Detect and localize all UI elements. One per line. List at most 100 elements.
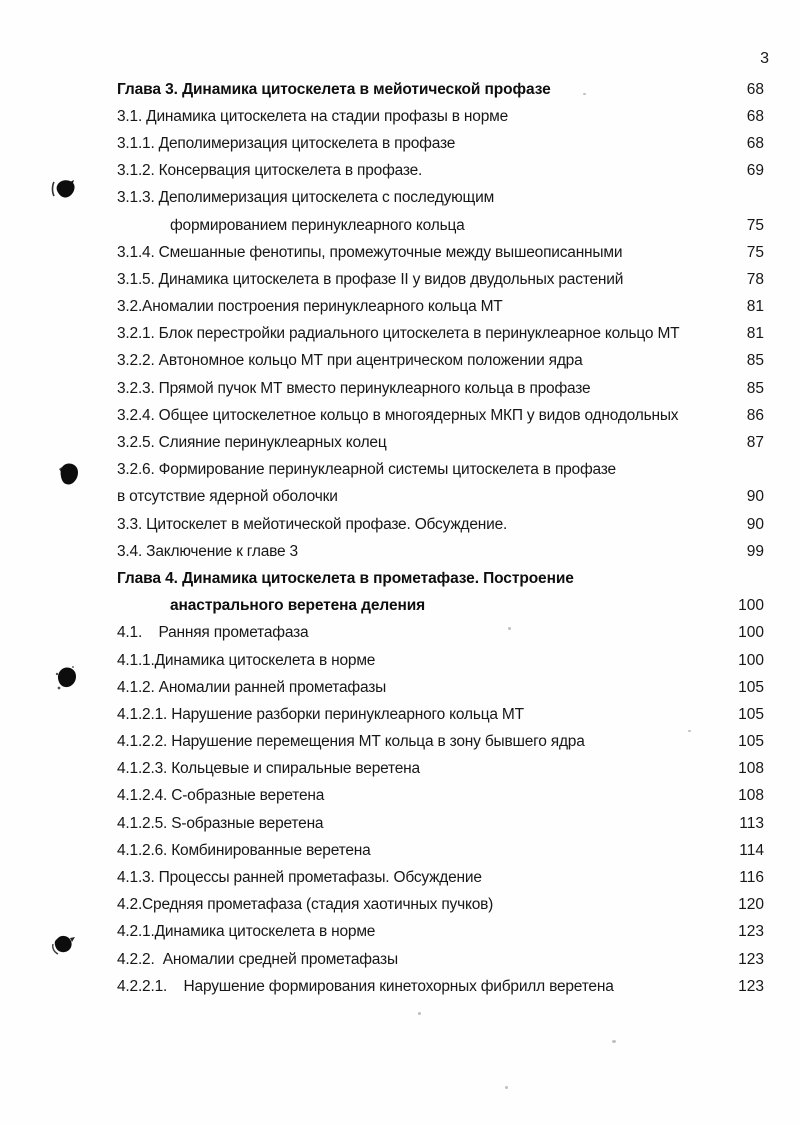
toc-entry-page: 68 [746,80,764,98]
toc-entry-text: 4.2.2.1. Нарушение формирования кинетохо… [117,977,614,995]
toc-entry-page: 75 [746,243,764,261]
toc-row: 4.1.2.3. Кольцевые и спиральные веретена… [117,756,764,783]
toc-row: 4.1.2.6. Комбинированные веретена 114 [117,837,764,864]
toc-row: 4.1.2.2. Нарушение перемещения МТ кольца… [117,729,764,756]
toc-row: 3.1.2. Консервация цитоскелета в профазе… [117,158,764,185]
dust-speck [612,1040,616,1043]
toc-entry-text: 4.2.2. Аномалии средней прометафазы [117,950,398,968]
toc-row: в отсутствие ядерной оболочки 90 [117,484,764,511]
toc-row: 3.2.3. Прямой пучок МТ вместо перинуклеа… [117,375,764,402]
toc-entry-page: 105 [738,733,764,751]
toc-entry-page: 81 [746,325,764,343]
dust-speck [688,730,691,732]
toc-entry-page: 90 [746,515,764,533]
toc-entry-page: 100 [738,597,764,615]
toc-entry-page: 85 [746,379,764,397]
toc-entry-page: 75 [746,216,764,234]
ink-blob-artifact [52,935,75,955]
toc-entry-text: 4.1.2.6. Комбинированные веретена [117,841,371,859]
toc-row: анастрального веретена деления 100 [117,593,764,620]
toc-row: 4.2.2.1. Нарушение формирования кинетохо… [117,973,764,1000]
toc-entry-text: формированием перинуклеарного кольца [170,216,465,234]
toc-row: 3.2.2. Автономное кольцо МТ при ацентрич… [117,348,764,375]
toc-entry-text: Глава 4. Динамика цитоскелета в прометаф… [117,569,574,587]
toc-entry-page: 123 [738,977,764,995]
toc-row: 3.1.3. Деполимеризация цитоскелета с пос… [117,185,764,212]
toc-entry-text: 3.3. Цитоскелет в мейотической профазе. … [117,515,508,533]
toc-entry-page: 85 [746,352,764,370]
toc-entry-text: 3.1.3. Деполимеризация цитоскелета с пос… [117,189,495,207]
toc-entry-text: в отсутствие ядерной оболочки [117,488,338,506]
toc-entry-text: 3.1.5. Динамика цитоскелета в профазе II… [117,270,624,288]
toc-entry-page: 113 [739,814,764,832]
toc-entry-page: 100 [738,651,764,669]
toc-entry-text: 3.2.5. Слияние перинуклеарных колец [117,434,387,452]
toc-entry-text: 4.1.1.Динамика цитоскелета в норме [117,651,376,669]
dust-speck [505,1086,508,1089]
toc-entry-text: 4.1.2.3. Кольцевые и спиральные веретена [117,760,420,778]
toc-entry-text: 4.1.2. Аномалии ранней прометафазы [117,678,387,696]
toc-row: 4.1. Ранняя прометафаза 100 [117,620,764,647]
toc-entry-text: 4.1. Ранняя прометафаза [117,624,309,642]
toc-entry-page: 69 [746,162,764,180]
toc-entry-text: 3.2.1. Блок перестройки радиального цито… [117,325,680,343]
toc-entry-page: 86 [746,406,764,424]
toc-list: Глава 3. Динамика цитоскелета в мейотиче… [117,76,764,1000]
toc-entry-text: 4.1.2.4. С-образные веретена [117,787,325,805]
toc-entry-text: 3.2.Аномалии построения перинуклеарного … [117,298,503,316]
toc-row: 3.2.5. Слияние перинуклеарных колец 87 [117,429,764,456]
toc-entry-text: 3.1.4. Смешанные фенотипы, промежуточные… [117,243,623,261]
toc-row: Глава 3. Динамика цитоскелета в мейотиче… [117,76,764,103]
toc-row: 3.2.Аномалии построения перинуклеарного … [117,294,764,321]
dust-speck [583,93,586,95]
toc-row: 3.1.4. Смешанные фенотипы, промежуточные… [117,239,764,266]
ink-blob-artifact [55,666,76,690]
toc-entry-page: 78 [746,270,764,288]
toc-row: 4.2.1.Динамика цитоскелета в норме 123 [117,919,764,946]
dust-speck [508,627,511,630]
toc-entry-page: 105 [738,678,764,696]
toc-row: 3.2.6. Формирование перинуклеарной систе… [117,457,764,484]
toc-entry-text: Глава 3. Динамика цитоскелета в мейотиче… [117,80,551,98]
toc-entry-text: 4.1.2.5. S-образные веретена [117,814,324,832]
dust-speck [418,1012,421,1015]
toc-row: Глава 4. Динамика цитоскелета в прометаф… [117,565,764,592]
toc-entry-page: 100 [738,624,764,642]
ink-blob-artifact [59,463,78,485]
toc-row: 4.1.2.5. S-образные веретена 113 [117,810,764,837]
toc-entry-text: 4.1.2.1. Нарушение разборки перинуклеарн… [117,705,524,723]
toc-row: 3.4. Заключение к главе 3 99 [117,538,764,565]
toc-entry-page: 105 [738,705,764,723]
toc-entry-page: 116 [739,869,764,887]
toc-row: 4.1.1.Динамика цитоскелета в норме 100 [117,647,764,674]
toc-row: 4.1.2.4. С-образные веретена 108 [117,783,764,810]
toc-row: формированием перинуклеарного кольца 75 [117,212,764,239]
toc-entry-text: 3.1. Динамика цитоскелета на стадии проф… [117,107,509,125]
toc-row: 3.2.1. Блок перестройки радиального цито… [117,321,764,348]
toc-entry-page: 68 [746,134,764,152]
toc-entry-page: 87 [746,434,764,452]
toc-entry-page: 99 [746,542,764,560]
toc-row: 4.2.Средняя прометафаза (стадия хаотичны… [117,892,764,919]
toc-entry-text: 3.2.4. Общее цитоскелетное кольцо в мног… [117,406,679,424]
toc-entry-page: 123 [738,923,764,941]
toc-entry-text: 4.2.Средняя прометафаза (стадия хаотичны… [117,896,494,914]
toc-entry-page: 123 [738,950,764,968]
toc-entry-text: анастрального веретена деления [170,597,426,615]
toc-entry-page: 90 [746,488,764,506]
toc-entry-page: 120 [738,896,764,914]
toc-row: 3.1.1. Деполимеризация цитоскелета в про… [117,130,764,157]
toc-entry-text: 3.4. Заключение к главе 3 [117,542,298,560]
toc-entry-page: 81 [746,298,764,316]
page-header-number: 3 [760,50,769,67]
ink-blob-artifact [51,180,75,198]
toc-row: 4.1.2. Аномалии ранней прометафазы 105 [117,674,764,701]
toc-row: 4.1.2.1. Нарушение разборки перинуклеарн… [117,701,764,728]
toc-row: 3.2.4. Общее цитоскелетное кольцо в мног… [117,402,764,429]
toc-entry-text: 3.2.6. Формирование перинуклеарной систе… [117,461,616,479]
toc-row: 4.2.2. Аномалии средней прометафазы 123 [117,946,764,973]
toc-entry-text: 3.1.1. Деполимеризация цитоскелета в про… [117,134,456,152]
toc-row: 3.1.5. Динамика цитоскелета в профазе II… [117,266,764,293]
toc-row: 4.1.3. Процессы ранней прометафазы. Обсу… [117,864,764,891]
